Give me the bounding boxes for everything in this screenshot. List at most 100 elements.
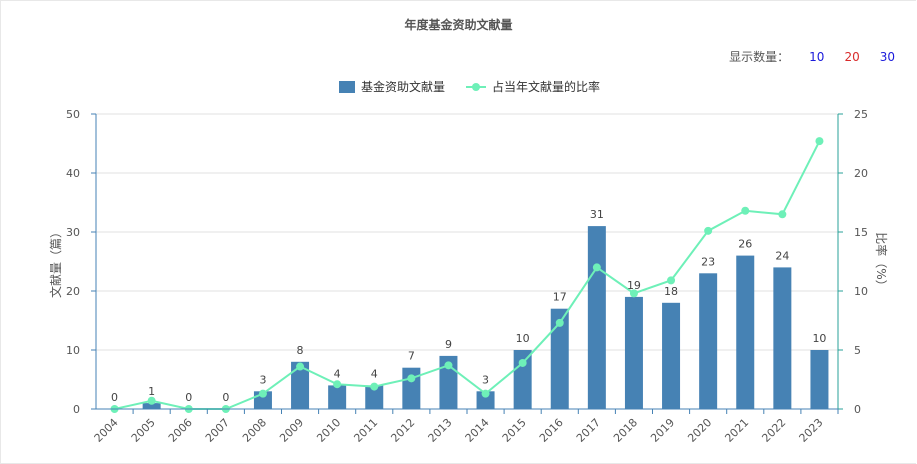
line-point (296, 362, 305, 371)
bar-series (142, 226, 829, 409)
x-tick-label: 2017 (574, 416, 603, 445)
y-tick-label: 10 (66, 344, 80, 357)
x-tick-label: 2011 (351, 416, 380, 445)
count-selector: 显示数量： 10 20 30 (729, 48, 895, 65)
chart-title: 年度基金资助文献量 (404, 18, 513, 32)
legend-bar-label: 基金资助文献量 (361, 79, 445, 94)
line-point (704, 226, 713, 235)
data-label: 0 (222, 391, 229, 404)
x-tick-label: 2013 (426, 416, 455, 445)
x-tick-label: 2021 (722, 416, 751, 445)
data-label: 8 (297, 344, 304, 357)
x-tick-label: 2010 (314, 416, 343, 445)
data-label: 4 (334, 367, 341, 380)
data-label: 0 (185, 391, 192, 404)
x-tick-label: 2012 (388, 416, 417, 445)
bar (662, 302, 681, 409)
line-point (592, 263, 601, 272)
data-label: 3 (482, 373, 489, 386)
line-point (333, 380, 342, 389)
x-tick-label: 2014 (463, 416, 492, 445)
data-label: 23 (701, 255, 715, 268)
bar (624, 296, 643, 409)
legend[interactable]: 基金资助文献量 占当年文献量的比率 (339, 79, 600, 94)
data-label: 4 (371, 367, 378, 380)
y2-tick-label: 0 (854, 403, 861, 416)
y2-tick-label: 20 (854, 167, 868, 180)
x-tick-label: 2019 (648, 416, 677, 445)
legend-line-dot (472, 83, 480, 91)
bar (736, 255, 755, 409)
y2-tick-label: 5 (854, 344, 861, 357)
line-point (629, 289, 638, 298)
data-label: 1 (148, 385, 155, 398)
x-tick-label: 2009 (277, 416, 306, 445)
x-tick-label: 2008 (240, 416, 269, 445)
data-label: 31 (590, 208, 604, 221)
y-tick-label: 50 (66, 108, 80, 121)
line-point (741, 206, 750, 215)
y2-axis-title: 比率（%） (874, 232, 889, 291)
count-option-30[interactable]: 30 (879, 50, 895, 64)
y-tick-label: 0 (73, 403, 80, 416)
x-tick-label: 2006 (166, 416, 195, 445)
line-point (258, 389, 267, 398)
y2-tick-label: 25 (854, 108, 868, 121)
x-tick-label: 2020 (685, 416, 714, 445)
line-point (815, 137, 824, 146)
x-tick-label: 2007 (203, 416, 232, 445)
bar (365, 385, 384, 409)
x-tick-label: 2023 (797, 416, 826, 445)
bar (142, 403, 161, 409)
bar (291, 361, 310, 409)
data-label: 17 (553, 291, 567, 304)
line-point (481, 389, 490, 398)
line-point (407, 374, 416, 383)
bar (402, 367, 421, 409)
ratio-line (114, 140, 821, 410)
grid-lines (96, 113, 838, 351)
x-tick-label: 2018 (611, 416, 640, 445)
x-tick-label: 2016 (537, 416, 566, 445)
x-tick-label: 2004 (92, 416, 121, 445)
line-point (147, 396, 156, 405)
legend-bar-swatch (339, 81, 355, 93)
bar (587, 226, 606, 409)
data-label: 10 (516, 332, 530, 345)
line-point (667, 276, 676, 285)
bar (773, 267, 792, 409)
line-point (778, 210, 787, 219)
y2-tick-label: 10 (854, 285, 868, 298)
line-point (555, 318, 564, 327)
data-label: 3 (259, 373, 266, 386)
y-tick-label: 20 (66, 285, 80, 298)
data-label: 10 (812, 332, 826, 345)
x-tick-label: 2005 (129, 416, 158, 445)
y-tick-label: 30 (66, 226, 80, 239)
line-point (444, 361, 453, 370)
bar (550, 308, 569, 409)
bar (513, 350, 532, 409)
line-point (518, 358, 527, 367)
data-label: 26 (738, 238, 752, 251)
legend-line-label: 占当年文献量的比率 (492, 79, 600, 94)
count-option-10[interactable]: 10 (809, 50, 825, 64)
data-label: 18 (664, 285, 678, 298)
x-tick-label: 2015 (500, 416, 529, 445)
line-series (110, 137, 824, 413)
count-selector-label: 显示数量： (729, 50, 790, 64)
data-label: 19 (627, 279, 641, 292)
count-option-20[interactable]: 20 (844, 50, 860, 64)
x-tick-label: 2022 (759, 416, 788, 445)
bar (810, 350, 829, 409)
bar (328, 385, 347, 409)
line-point (370, 382, 379, 391)
data-label: 9 (445, 338, 452, 351)
y-axis-title: 文献量（篇） (48, 226, 63, 298)
data-label: 7 (408, 350, 415, 363)
data-label: 0 (111, 391, 118, 404)
y2-tick-label: 15 (854, 226, 868, 239)
bar (476, 391, 495, 409)
